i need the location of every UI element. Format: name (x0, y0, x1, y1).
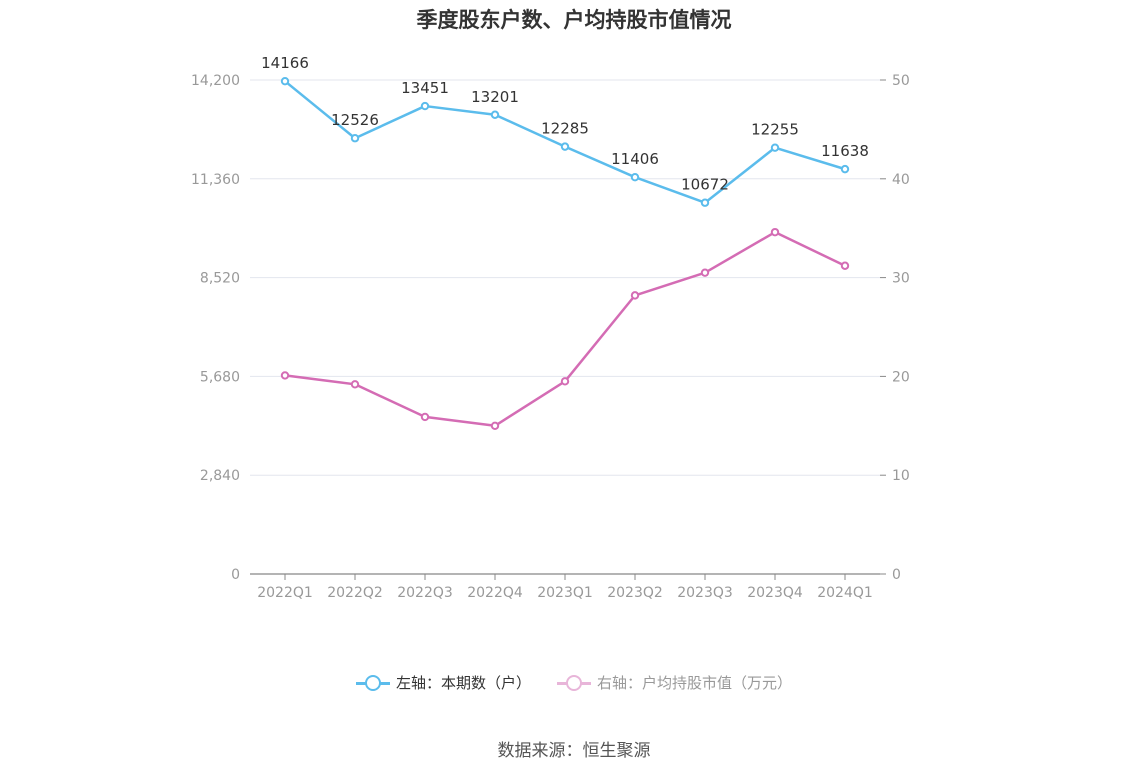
left-tick-label: 2,840 (200, 468, 240, 484)
left-tick-label: 8,520 (200, 271, 240, 287)
right-tick-label: 20 (892, 369, 910, 385)
data-label-layer: 14166 12526 13451 13201 12285 11406 10672 12255… (261, 54, 869, 194)
data-point-left (350, 134, 360, 143)
legend-marker-left (355, 674, 390, 692)
data-point-right (630, 291, 640, 300)
right-tick-label: 0 (892, 567, 901, 583)
x-tick-label: 2023Q1 (537, 585, 593, 601)
data-label: 13201 (471, 88, 519, 106)
x-tick-label: 2022Q1 (257, 585, 313, 601)
data-point-left (700, 198, 710, 207)
data-point-left (280, 76, 290, 86)
grid-layer (250, 79, 880, 476)
right-tick-label: 50 (892, 73, 910, 89)
left-tick-label: 0 (231, 567, 240, 583)
data-point-left (420, 101, 430, 111)
legend-item-right-series[interactable]: 右轴：户均持股市值（万元） (557, 672, 792, 693)
data-source: 数据来源：恒生聚源 (497, 741, 651, 761)
x-tick-label: 2022Q2 (327, 585, 383, 601)
right-tick-label: 10 (892, 468, 910, 484)
data-point-left (770, 143, 780, 152)
legend: 左轴：本期数（户） 右轴：户均持股市值（万元） (0, 672, 1148, 693)
legend-label-left: 左轴：本期数（户） (395, 674, 531, 692)
legend-marker-right (557, 674, 591, 692)
right-tick-label: 40 (892, 172, 910, 188)
data-point-left (840, 164, 850, 174)
right-tick-label: 30 (892, 271, 910, 287)
x-tick-label: 2023Q3 (677, 585, 733, 601)
data-label: 12526 (331, 111, 379, 129)
data-point-left (560, 142, 570, 151)
x-tick-label: 2022Q3 (397, 585, 453, 601)
left-tick-label: 11,360 (191, 172, 240, 188)
data-label: 11406 (611, 150, 659, 168)
axis-layer: 0 0 2,840 10 5,680 20 8,520 30 11,360 40 14,200 50 2… (191, 73, 910, 601)
data-point-right (560, 377, 570, 386)
x-tick-label: 2022Q4 (467, 585, 523, 601)
data-point-left (630, 172, 640, 182)
data-point-right (420, 412, 430, 422)
x-tick-label: 2023Q2 (607, 585, 663, 601)
data-point-right (490, 421, 500, 430)
data-label: 12255 (751, 121, 799, 139)
line-chart: 0 0 2,840 10 5,680 20 8,520 30 11,360 40 14,200 50 2… (191, 54, 910, 601)
data-label: 10672 (681, 176, 729, 194)
data-point-right (280, 371, 290, 380)
data-point-left (490, 110, 500, 119)
series-line-left (284, 80, 846, 204)
left-tick-label: 14,200 (191, 73, 240, 89)
x-tick-label: 2023Q4 (747, 585, 803, 601)
left-tick-label: 5,680 (200, 369, 240, 385)
x-tick-label: 2024Q1 (817, 585, 873, 601)
data-label: 12285 (541, 120, 589, 138)
data-point-right (350, 380, 360, 389)
data-point-right (840, 261, 850, 270)
series-layer (280, 76, 850, 430)
data-point-right (700, 268, 710, 277)
series-line-right (284, 230, 846, 428)
chart-title: 季度股东户数、户均持股市值情况 (416, 8, 732, 32)
legend-item-left-series[interactable]: 左轴：本期数（户） (355, 672, 531, 693)
legend-label-right: 右轴：户均持股市值（万元） (597, 674, 793, 692)
data-point-right (770, 227, 780, 237)
data-label: 14166 (261, 54, 309, 72)
data-label: 11638 (821, 142, 869, 160)
data-label: 13451 (401, 79, 449, 97)
